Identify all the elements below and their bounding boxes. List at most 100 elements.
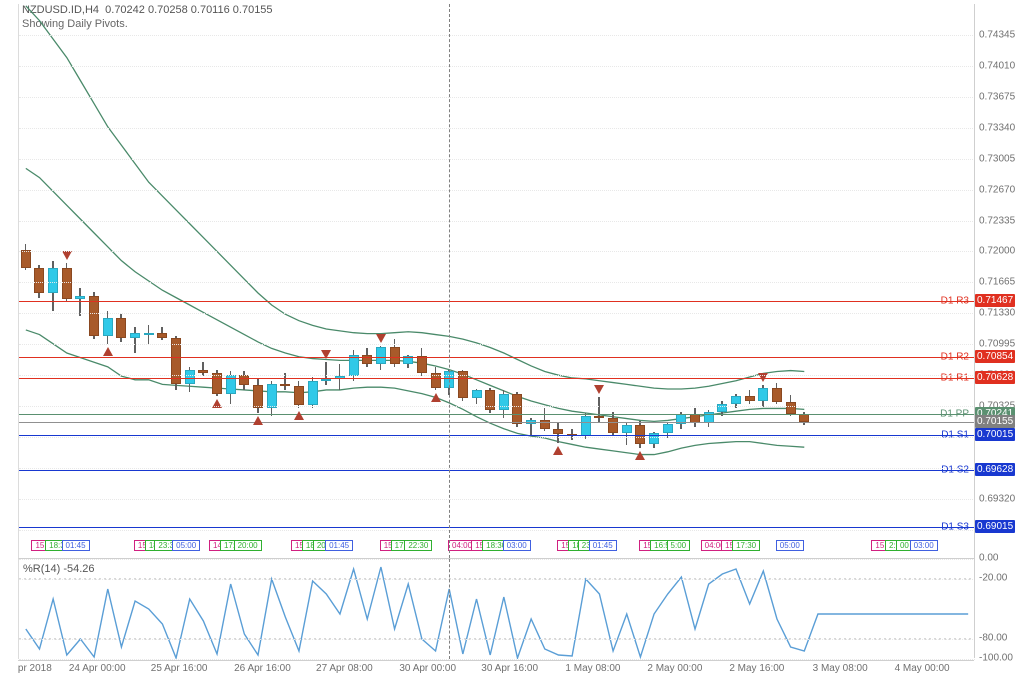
arrow-down-icon: [594, 385, 604, 394]
pivot-line: [19, 527, 975, 528]
time-tick-label: 26 Apr 16:00: [234, 663, 291, 674]
session-tag: 01:45: [325, 540, 353, 551]
indicator-svg: [19, 559, 975, 659]
pivot-label: D1 R2: [939, 352, 971, 363]
pivot-line: [19, 422, 975, 423]
price-gridline: [19, 375, 975, 376]
price-gridline: [19, 468, 975, 469]
band-upper: [26, 6, 804, 389]
session-tag: 22:30: [404, 540, 432, 551]
time-axis: 23 Apr 2018 24 Apr 00:00 25 Apr 16:00 26 Ap…: [18, 660, 974, 683]
session-tag: 01:45: [589, 540, 617, 551]
price-gridline: [19, 35, 975, 36]
price-gridline: [19, 97, 975, 98]
price-gridline: [19, 530, 975, 531]
pivot-line: [19, 470, 975, 471]
price-tick-label: 0.72335: [979, 215, 1015, 226]
session-tag: 17:30: [732, 540, 760, 551]
arrow-down-icon: [62, 251, 72, 260]
time-tick-label: 4 May 00:00: [895, 663, 950, 674]
time-tick-label: 24 Apr 00:00: [69, 663, 126, 674]
arrow-up-icon: [253, 416, 263, 425]
price-tick-label: 0.71330: [979, 308, 1015, 319]
session-tag: 5:00: [667, 540, 691, 551]
time-tick-label: 30 Apr 16:00: [481, 663, 538, 674]
indicator-line: [26, 567, 968, 658]
price-gridline: [19, 66, 975, 67]
pivot-line: [19, 357, 975, 358]
price-tick-label: 0.74010: [979, 60, 1015, 71]
pivot-label: D1 S1: [939, 429, 971, 440]
arrow-up-icon: [635, 451, 645, 460]
band-lower: [26, 330, 804, 455]
pivot-label: D1 R3: [939, 295, 971, 306]
arrow-up-icon: [103, 347, 113, 356]
price-gridline: [19, 437, 975, 438]
session-tag: 05:00: [776, 540, 804, 551]
price-gridline: [19, 282, 975, 283]
price-box: 0.69628: [975, 463, 1015, 476]
price-box: 0.70854: [975, 350, 1015, 363]
time-tick-label: 2 May 00:00: [647, 663, 702, 674]
time-tick-label: 23 Apr 2018: [18, 663, 52, 674]
price-tick-label: 0.71665: [979, 277, 1015, 288]
price-tick-label: 0.73340: [979, 122, 1015, 133]
price-tick-label: 0.72000: [979, 246, 1015, 257]
price-tick-label: 0.72670: [979, 184, 1015, 195]
band-middle: [26, 168, 804, 421]
indicator-tick-label: 0.00: [979, 553, 998, 564]
session-tag: 20:00: [234, 540, 262, 551]
arrow-down-icon: [321, 350, 331, 359]
time-tick-label: 2 May 16:00: [729, 663, 784, 674]
session-tags-lane: 15:18:3001:4515:18:23:3005:0014:17:20:00…: [19, 538, 975, 552]
price-gridline: [19, 406, 975, 407]
session-tag: 03:00: [503, 540, 531, 551]
cursor-vline: [449, 4, 450, 558]
time-tick-label: 27 Apr 08:00: [316, 663, 373, 674]
session-tag: 03:00: [910, 540, 938, 551]
indicator-axis: 0.00-20.00-80.00-100.00: [974, 558, 1024, 658]
price-axis: 0.743450.740100.736750.733400.730050.726…: [974, 4, 1024, 558]
indicator-gridline: [19, 579, 975, 580]
price-gridline: [19, 159, 975, 160]
arrow-down-icon: [376, 334, 386, 343]
price-gridline: [19, 499, 975, 500]
pivot-label: D1 S3: [939, 522, 971, 533]
bands-svg: [19, 4, 975, 558]
pivot-label: D1 R1: [939, 373, 971, 384]
arrow-up-icon: [212, 399, 222, 408]
indicator-tick-label: -20.00: [979, 573, 1007, 584]
price-tick-label: 0.73005: [979, 153, 1015, 164]
price-box: 0.70015: [975, 428, 1015, 441]
session-tag: 01:45: [62, 540, 90, 551]
price-box: 0.71467: [975, 294, 1015, 307]
arrow-up-icon: [553, 446, 563, 455]
pivot-line: [19, 301, 975, 302]
cursor-vline-indicator: [449, 559, 450, 659]
price-gridline: [19, 344, 975, 345]
pivot-line: [19, 414, 975, 415]
time-tick-label: 25 Apr 16:00: [151, 663, 208, 674]
price-gridline: [19, 251, 975, 252]
pivot-label: D1 S2: [939, 465, 971, 476]
price-tick-label: 0.73675: [979, 91, 1015, 102]
indicator-tick-label: -80.00: [979, 633, 1007, 644]
arrow-up-icon: [431, 393, 441, 402]
pivot-line: [19, 435, 975, 436]
time-tick-label: 1 May 08:00: [565, 663, 620, 674]
price-box: 0.70628: [975, 371, 1015, 384]
indicator-gridline: [19, 639, 975, 640]
price-panel[interactable]: D1 R3D1 R2D1 R1D1 PPD1 S1D1 S2D1 S3 15:1…: [18, 4, 975, 558]
arrow-down-icon: [758, 373, 768, 382]
price-gridline: [19, 313, 975, 314]
chart-root: NZDUSD.ID,H4 0.70242 0.70258 0.70116 0.7…: [0, 0, 1024, 683]
price-gridline: [19, 128, 975, 129]
time-tick-label: 30 Apr 00:00: [399, 663, 456, 674]
indicator-gridline: [19, 559, 975, 560]
price-gridline: [19, 221, 975, 222]
price-tick-label: 0.70995: [979, 339, 1015, 350]
indicator-panel[interactable]: %R(14) -54.26: [18, 558, 975, 659]
arrow-up-icon: [294, 411, 304, 420]
indicator-tick-label: -100.00: [979, 653, 1013, 664]
price-gridline: [19, 190, 975, 191]
